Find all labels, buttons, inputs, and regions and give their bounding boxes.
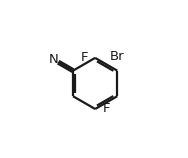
Text: F: F bbox=[103, 103, 111, 115]
Text: Br: Br bbox=[110, 50, 125, 63]
Text: N: N bbox=[49, 53, 58, 66]
Text: F: F bbox=[80, 51, 88, 64]
